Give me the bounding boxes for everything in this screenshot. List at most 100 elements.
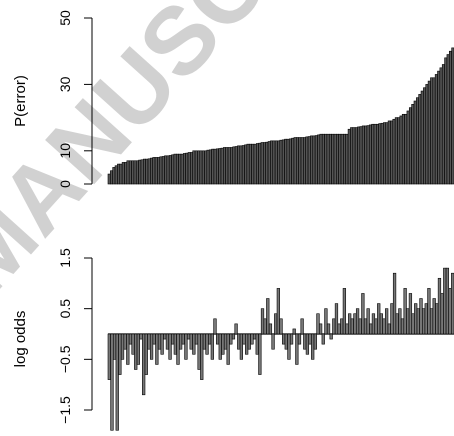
bar	[274, 313, 278, 335]
bar	[420, 90, 424, 185]
bar	[123, 333, 127, 350]
bar	[359, 126, 363, 185]
bar	[168, 333, 172, 360]
bar	[128, 160, 132, 185]
bar	[305, 333, 310, 355]
bar	[255, 143, 259, 185]
bar	[333, 133, 337, 185]
bar	[404, 113, 408, 185]
bar	[439, 67, 443, 185]
bar	[215, 333, 220, 345]
bar	[260, 142, 264, 185]
bar	[175, 153, 179, 185]
bar	[221, 333, 225, 355]
bar	[250, 333, 254, 345]
bar	[163, 333, 167, 340]
bar	[361, 125, 365, 185]
bar	[263, 142, 267, 185]
bar	[179, 333, 183, 350]
bar	[319, 133, 323, 185]
bar	[205, 333, 209, 355]
bar	[226, 333, 230, 365]
bar	[138, 159, 142, 185]
bar	[165, 333, 170, 350]
bar	[305, 136, 309, 185]
bar	[337, 323, 341, 335]
bar	[171, 333, 175, 345]
bar	[237, 333, 241, 350]
bar	[398, 308, 402, 335]
bar	[400, 318, 405, 335]
bar	[371, 313, 376, 335]
bar	[140, 159, 144, 185]
bar	[354, 127, 358, 185]
bar	[307, 136, 311, 185]
bar	[272, 140, 276, 185]
bar	[145, 158, 149, 185]
bar	[329, 333, 333, 340]
bar	[181, 333, 185, 345]
bar	[107, 173, 111, 185]
bar	[286, 138, 290, 185]
bar	[394, 117, 398, 185]
bar	[180, 153, 184, 185]
bar	[316, 313, 320, 335]
bar	[112, 167, 116, 185]
bar	[118, 333, 122, 375]
bar	[432, 298, 436, 335]
bar	[192, 150, 196, 185]
bar	[343, 133, 347, 185]
bar	[328, 133, 332, 185]
bar	[345, 133, 349, 185]
bar	[232, 146, 236, 185]
bar	[171, 154, 175, 185]
bar	[369, 323, 373, 335]
bar	[152, 333, 156, 345]
bar	[234, 323, 238, 335]
bar	[437, 277, 442, 335]
bar	[134, 333, 138, 370]
bar	[401, 113, 405, 185]
bar	[215, 148, 219, 185]
bar	[149, 333, 154, 360]
bar	[139, 333, 143, 340]
bar	[234, 146, 238, 185]
bar	[411, 313, 415, 335]
bar	[225, 147, 229, 185]
bar	[434, 74, 438, 185]
bar	[244, 144, 248, 185]
bar	[270, 140, 274, 185]
bar	[239, 333, 243, 360]
bar	[218, 333, 222, 360]
bar	[133, 160, 137, 185]
bar	[142, 333, 146, 396]
bar	[284, 333, 288, 350]
bar	[321, 333, 325, 345]
bar	[126, 160, 130, 185]
bar	[277, 140, 281, 185]
bar	[155, 333, 159, 365]
bar	[173, 153, 177, 185]
bar	[288, 138, 292, 185]
bar	[279, 318, 283, 335]
bar	[192, 333, 196, 355]
bar	[150, 157, 154, 185]
bar	[237, 145, 241, 185]
bar	[382, 318, 386, 335]
bar	[242, 333, 246, 345]
bar	[332, 318, 336, 335]
y-axis-title: P(error)	[12, 75, 29, 127]
bar	[131, 333, 135, 355]
bar	[255, 333, 259, 355]
bar	[263, 318, 267, 335]
bar	[446, 54, 450, 185]
bar	[157, 333, 162, 350]
bar	[154, 157, 158, 185]
bar	[267, 141, 271, 185]
bar	[248, 143, 252, 185]
bar	[374, 318, 378, 335]
bar	[387, 120, 391, 185]
y-tick-label: 0.5	[57, 299, 73, 319]
bar	[390, 120, 394, 185]
bar	[363, 318, 368, 335]
